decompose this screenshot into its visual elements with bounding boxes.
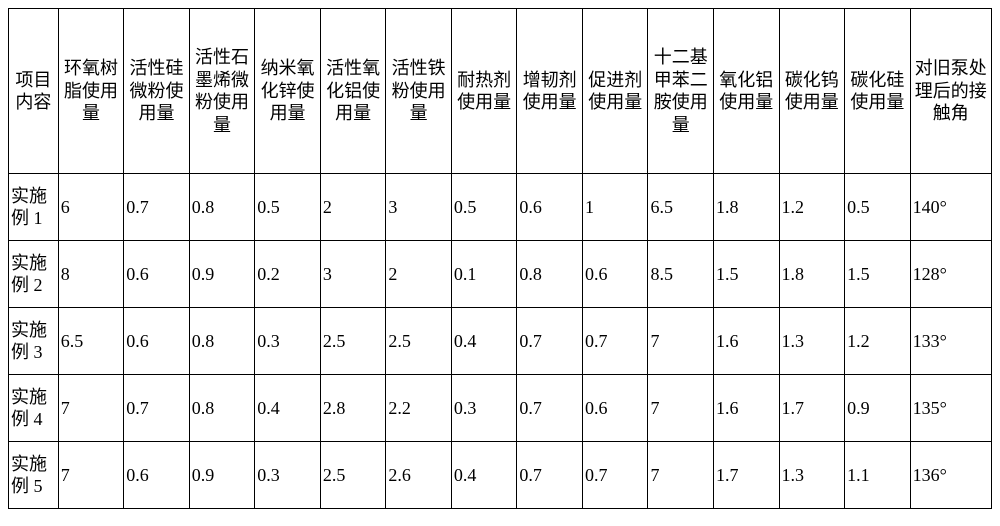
table-cell: 0.6 (124, 308, 190, 375)
col-header: 环氧树脂使用量 (58, 9, 124, 174)
table-cell: 0.5 (255, 174, 321, 241)
col-header: 活性铁粉使用量 (386, 9, 452, 174)
table-cell: 0.3 (451, 375, 517, 442)
col-header: 氧化铝使用量 (714, 9, 780, 174)
col-header: 活性氧化铝使用量 (320, 9, 386, 174)
table-cell: 0.5 (451, 174, 517, 241)
table-body: 实施例 1 6 0.7 0.8 0.5 2 3 0.5 0.6 1 6.5 1.… (9, 174, 992, 509)
col-header: 项目内容 (9, 9, 59, 174)
table-cell: 0.2 (255, 241, 321, 308)
table-cell: 2.5 (320, 442, 386, 509)
table-cell: 0.4 (451, 442, 517, 509)
table-cell: 0.7 (517, 375, 583, 442)
table-row: 实施例 5 7 0.6 0.9 0.3 2.5 2.6 0.4 0.7 0.7 … (9, 442, 992, 509)
row-header: 实施例 2 (9, 241, 59, 308)
table-cell: 0.6 (124, 241, 190, 308)
table-cell: 140° (910, 174, 991, 241)
table-cell: 1.6 (714, 375, 780, 442)
table-cell: 8.5 (648, 241, 714, 308)
row-header: 实施例 3 (9, 308, 59, 375)
table-cell: 0.7 (582, 442, 648, 509)
row-header: 实施例 1 (9, 174, 59, 241)
col-header: 纳米氧化锌使用量 (255, 9, 321, 174)
table-cell: 0.8 (517, 241, 583, 308)
row-header: 实施例 4 (9, 375, 59, 442)
table-cell: 6.5 (648, 174, 714, 241)
table-cell: 2.8 (320, 375, 386, 442)
table-cell: 0.9 (189, 241, 255, 308)
col-header: 碳化硅使用量 (845, 9, 911, 174)
table-cell: 7 (648, 375, 714, 442)
table-cell: 1 (582, 174, 648, 241)
table-cell: 1.7 (779, 375, 845, 442)
table-cell: 0.6 (517, 174, 583, 241)
table-cell: 0.7 (517, 442, 583, 509)
table-header-row: 项目内容 环氧树脂使用量 活性硅微粉使用量 活性石墨烯微粉使用量 纳米氧化锌使用… (9, 9, 992, 174)
table-cell: 2.5 (320, 308, 386, 375)
row-header: 实施例 5 (9, 442, 59, 509)
table-row: 实施例 3 6.5 0.6 0.8 0.3 2.5 2.5 0.4 0.7 0.… (9, 308, 992, 375)
col-header: 对旧泵处理后的接触角 (910, 9, 991, 174)
table-cell: 3 (320, 241, 386, 308)
table-cell: 2 (386, 241, 452, 308)
table-cell: 0.8 (189, 174, 255, 241)
table-cell: 1.5 (714, 241, 780, 308)
col-header: 碳化钨使用量 (779, 9, 845, 174)
table-cell: 2.2 (386, 375, 452, 442)
table-cell: 7 (58, 375, 124, 442)
table-cell: 7 (58, 442, 124, 509)
table-cell: 2.5 (386, 308, 452, 375)
table-cell: 1.3 (779, 308, 845, 375)
table-cell: 0.6 (582, 241, 648, 308)
table-row: 实施例 2 8 0.6 0.9 0.2 3 2 0.1 0.8 0.6 8.5 … (9, 241, 992, 308)
table-cell: 1.7 (714, 442, 780, 509)
table-cell: 1.3 (779, 442, 845, 509)
table-cell: 6.5 (58, 308, 124, 375)
table-cell: 1.8 (714, 174, 780, 241)
table-cell: 0.8 (189, 375, 255, 442)
table-cell: 128° (910, 241, 991, 308)
col-header: 十二基甲苯二胺使用量 (648, 9, 714, 174)
table-cell: 0.6 (582, 375, 648, 442)
table-cell: 0.3 (255, 308, 321, 375)
table-cell: 0.1 (451, 241, 517, 308)
table-row: 实施例 1 6 0.7 0.8 0.5 2 3 0.5 0.6 1 6.5 1.… (9, 174, 992, 241)
table-cell: 0.9 (189, 442, 255, 509)
table-cell: 0.7 (582, 308, 648, 375)
table-row: 实施例 4 7 0.7 0.8 0.4 2.8 2.2 0.3 0.7 0.6 … (9, 375, 992, 442)
table-cell: 2.6 (386, 442, 452, 509)
col-header: 耐热剂使用量 (451, 9, 517, 174)
table-cell: 133° (910, 308, 991, 375)
col-header: 活性石墨烯微粉使用量 (189, 9, 255, 174)
data-table: 项目内容 环氧树脂使用量 活性硅微粉使用量 活性石墨烯微粉使用量 纳米氧化锌使用… (8, 8, 992, 509)
table-cell: 0.4 (255, 375, 321, 442)
table-cell: 0.3 (255, 442, 321, 509)
table-cell: 0.6 (124, 442, 190, 509)
table-cell: 6 (58, 174, 124, 241)
table-cell: 1.8 (779, 241, 845, 308)
col-header: 活性硅微粉使用量 (124, 9, 190, 174)
table-cell: 1.1 (845, 442, 911, 509)
table-cell: 1.2 (845, 308, 911, 375)
table-cell: 7 (648, 442, 714, 509)
table-cell: 136° (910, 442, 991, 509)
table-cell: 0.7 (124, 375, 190, 442)
table-cell: 0.7 (517, 308, 583, 375)
table-cell: 0.8 (189, 308, 255, 375)
col-header: 增韧剂使用量 (517, 9, 583, 174)
table-cell: 3 (386, 174, 452, 241)
table-cell: 8 (58, 241, 124, 308)
table-cell: 1.6 (714, 308, 780, 375)
table-cell: 0.9 (845, 375, 911, 442)
table-cell: 0.4 (451, 308, 517, 375)
table-cell: 0.5 (845, 174, 911, 241)
table-cell: 1.5 (845, 241, 911, 308)
table-cell: 0.7 (124, 174, 190, 241)
col-header: 促进剂使用量 (582, 9, 648, 174)
table-cell: 1.2 (779, 174, 845, 241)
table-cell: 2 (320, 174, 386, 241)
table-cell: 135° (910, 375, 991, 442)
table-cell: 7 (648, 308, 714, 375)
